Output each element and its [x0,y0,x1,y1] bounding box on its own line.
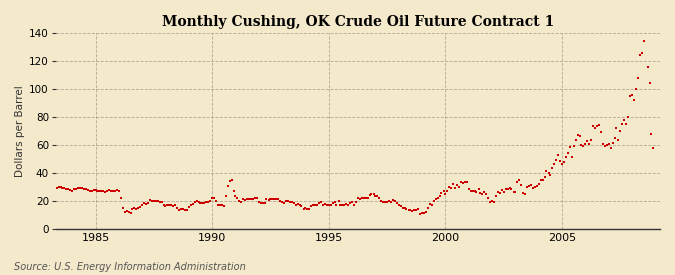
Y-axis label: Dollars per Barrel: Dollars per Barrel [15,85,25,177]
Title: Monthly Cushing, OK Crude Oil Future Contract 1: Monthly Cushing, OK Crude Oil Future Con… [162,15,554,29]
Text: Source: U.S. Energy Information Administration: Source: U.S. Energy Information Administ… [14,262,245,272]
